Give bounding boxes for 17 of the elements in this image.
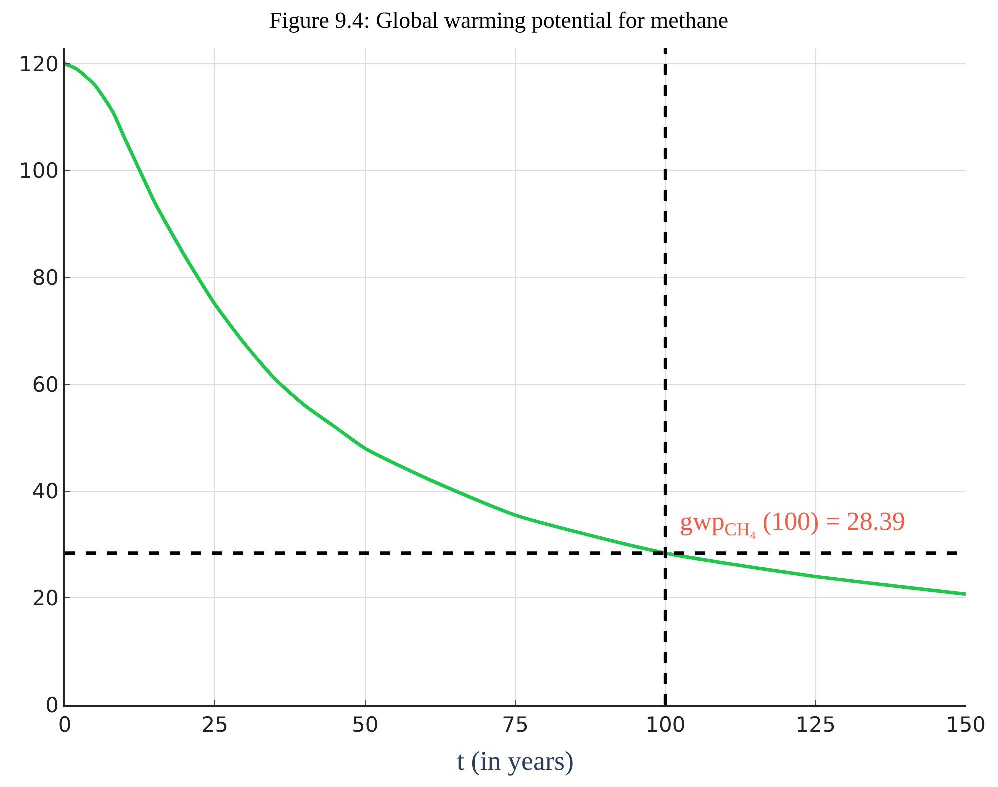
y-tick-label: 0 [46,693,60,718]
x-tick-label: 150 [946,712,986,737]
chart-title: Figure 9.4: Global warming potential for methane [269,8,729,33]
y-tick-label: 40 [32,480,60,504]
annotation: gwp$_{CH₄}$ (100) = 28.39 [680,507,906,540]
x-tick-label: 125 [796,712,836,737]
x-tick-label: 25 [202,712,229,737]
line-series [65,62,966,596]
y-tick-label: 60 [32,372,60,397]
x-tick-label: 50 [352,712,379,737]
y-tick-label: 120 [18,52,60,76]
x-tick-label: 100 [646,712,686,737]
y-tick-label: 20 [32,586,60,611]
x-tick-label: 75 [502,712,529,737]
y-tick-label: 100 [18,159,60,184]
x-axis-title: t (in years) [457,746,574,776]
y-tick-label: 80 [32,266,60,290]
